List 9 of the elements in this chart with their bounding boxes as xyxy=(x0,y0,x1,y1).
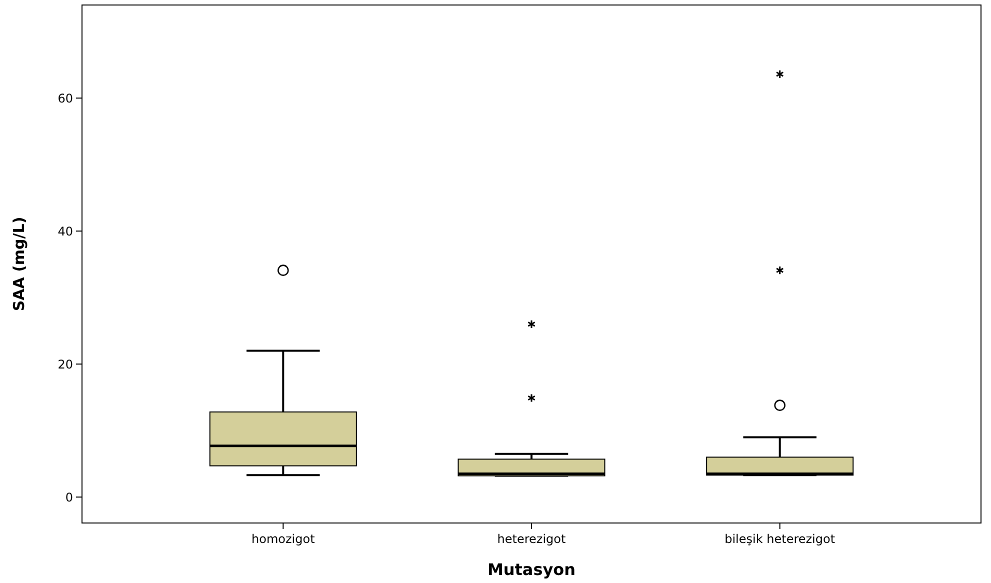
y-tick-label: 40 xyxy=(58,224,73,238)
y-tick-label: 60 xyxy=(58,91,73,106)
x-axis-title: Mutasyon xyxy=(487,560,576,579)
y-axis-title: SAA (mg/L) xyxy=(10,216,28,312)
y-tick-label: 20 xyxy=(58,357,73,372)
x-tick-label: bileşik heterezigot xyxy=(724,532,836,546)
y-tick-label: 0 xyxy=(65,490,73,504)
x-tick-label: homozigot xyxy=(252,532,316,546)
x-tick-label: heterezigot xyxy=(497,532,566,546)
